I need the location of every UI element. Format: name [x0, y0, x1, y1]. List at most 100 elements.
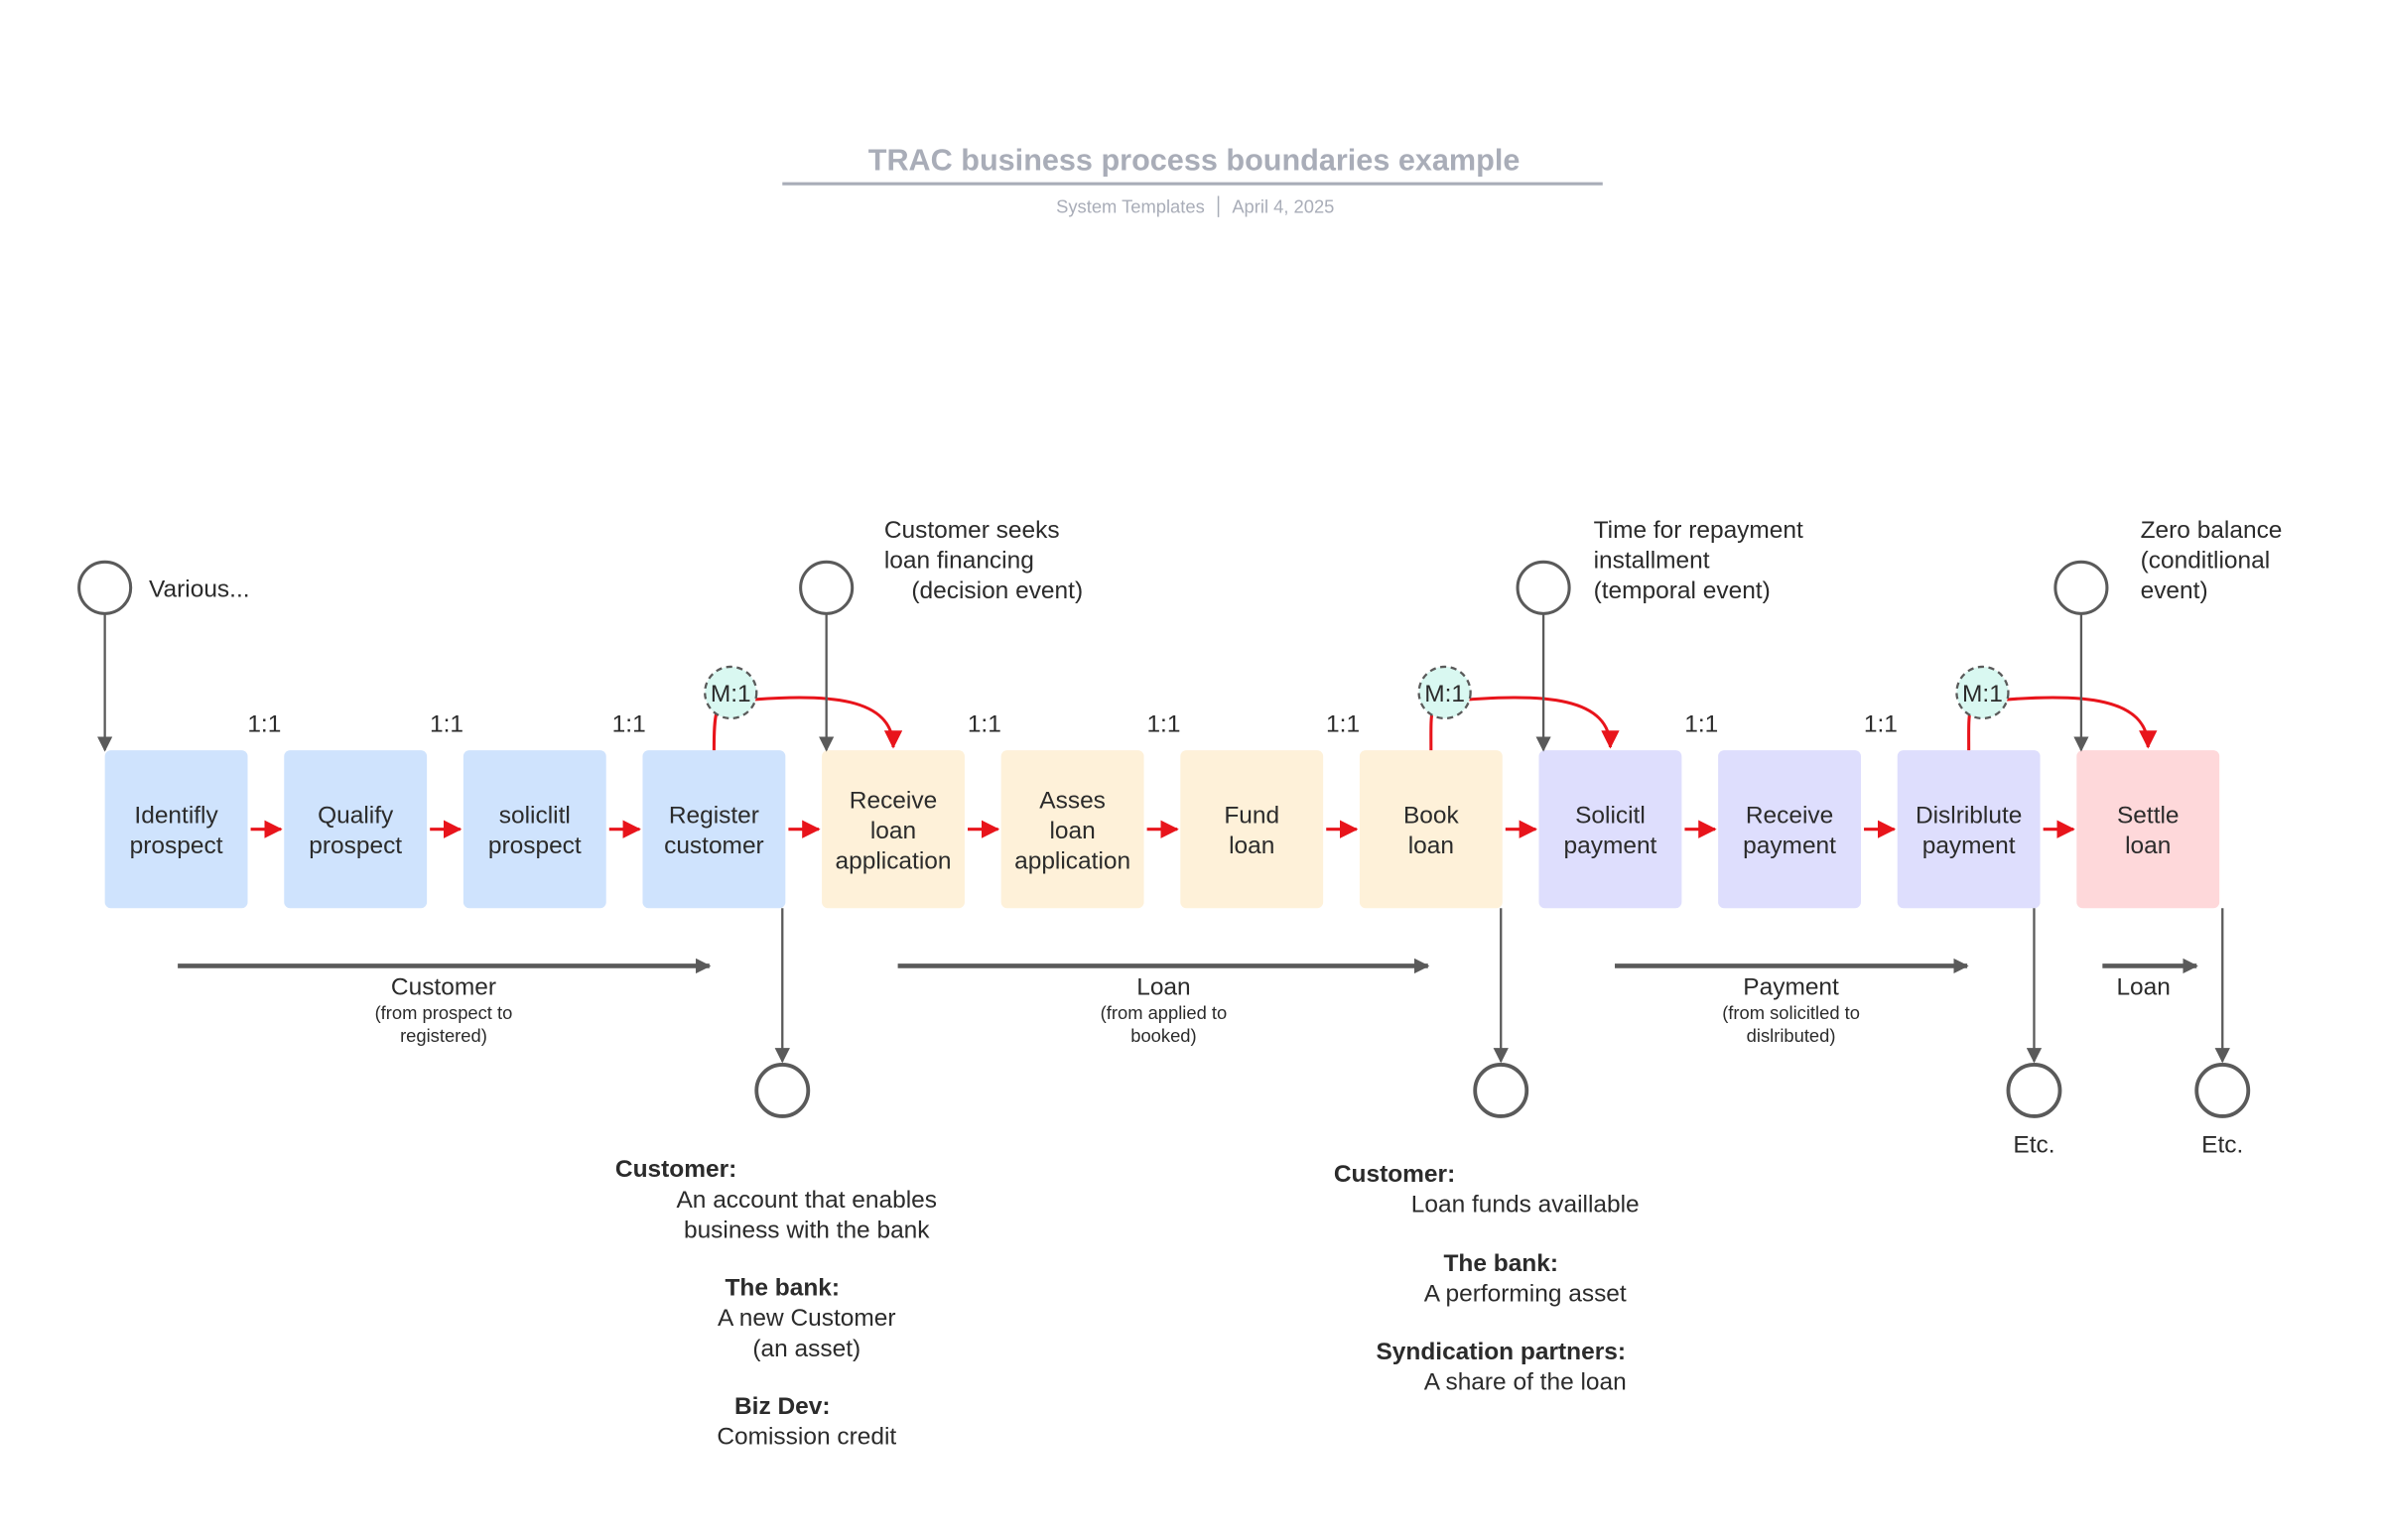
step-box	[1000, 750, 1144, 909]
boundary-sublabel: (from applied to	[1101, 1002, 1228, 1023]
process-step: Dislriblute payment	[1897, 750, 2041, 909]
step-box	[1897, 750, 2041, 909]
end-event-circle	[1473, 1063, 1529, 1118]
outcome-text: (an asset)	[752, 1336, 860, 1362]
step-box	[284, 750, 428, 909]
outcome-heading: Biz Dev:	[734, 1393, 831, 1420]
trigger-events: Various... Customer seeks loan financing (d…	[77, 517, 2283, 752]
step-box	[642, 750, 786, 909]
process-step: Asses loan application	[1000, 750, 1144, 909]
boundary-label: Loan	[2116, 974, 2170, 1001]
event-label: (temporal event)	[1594, 578, 1771, 604]
step-label: application	[1014, 847, 1130, 874]
diagram-title: TRAC business process boundaries example	[868, 143, 1521, 177]
trigger-event: Customer seeks loan financing (decision ev…	[799, 517, 1083, 752]
process-step: Fund loan	[1180, 750, 1324, 909]
step-box	[822, 750, 965, 909]
etc-label: Etc.	[2201, 1132, 2243, 1159]
step-box	[2076, 750, 2220, 909]
step-label: customer	[664, 833, 764, 859]
subtitle-date: April 4, 2025	[1232, 195, 1334, 216]
outcome-text: A new Customer	[718, 1305, 896, 1332]
m1-connectors: M:1 M:1 M:1	[704, 665, 2158, 751]
boundary-label: Loan	[1136, 974, 1190, 1001]
outcome-text: Loan funds availlable	[1411, 1191, 1640, 1218]
boundary-label: Customer	[391, 974, 496, 1001]
etc-label: Etc.	[2013, 1132, 2054, 1159]
m1-badge	[1417, 665, 1472, 720]
boundary: Loan	[2102, 958, 2198, 1001]
process-step: soliclitl prospect	[463, 750, 606, 909]
event-label: event)	[2141, 578, 2208, 604]
step-box	[463, 750, 606, 909]
end-events: Etc. Etc.	[754, 908, 2251, 1159]
start-event-circle	[2053, 560, 2109, 615]
step-label: Fund	[1224, 803, 1279, 830]
process-step: Receive payment	[1718, 750, 1861, 909]
start-event-circle	[77, 560, 133, 615]
process-step: Register customer	[642, 750, 786, 909]
start-event-circle	[799, 560, 855, 615]
step-label: application	[836, 847, 952, 874]
step-label: prospect	[130, 833, 223, 859]
event-label: (decision event)	[911, 578, 1083, 604]
end-event-circle	[2194, 1063, 2251, 1118]
start-event-circle	[1516, 560, 1571, 615]
end-event-circle	[754, 1063, 811, 1118]
step-label: Solicitl	[1575, 803, 1646, 830]
outcome-heading: Customer:	[1334, 1161, 1455, 1188]
step-label: Receive	[1746, 803, 1833, 830]
step-label: Register	[669, 803, 759, 830]
ratio-label: 1:1	[247, 711, 281, 738]
ratio-label: 1:1	[612, 711, 646, 738]
step-label: Identifly	[134, 803, 218, 830]
boundary-sublabel: (from solicitled to	[1722, 1002, 1860, 1023]
event-label: Zero balance	[2141, 517, 2283, 544]
step-box	[1180, 750, 1324, 909]
m1-badge	[1955, 665, 2010, 720]
ratio-label: 1:1	[968, 711, 1001, 738]
event-label: loan financing	[884, 547, 1034, 574]
trigger-event: Time for repayment installment (temporal e…	[1516, 517, 1803, 752]
event-label: installment	[1594, 547, 1710, 574]
m1-label: M:1	[1424, 681, 1465, 707]
m1-badge	[704, 665, 758, 720]
event-label: Time for repayment	[1594, 517, 1803, 544]
m1-label: M:1	[711, 681, 751, 707]
boundary-sublabel: dislributed)	[1747, 1025, 1836, 1046]
process-step: Solicitl payment	[1538, 750, 1682, 909]
many-to-one-arrow	[1967, 696, 2158, 751]
ratio-label: 1:1	[1326, 711, 1360, 738]
trigger-event: Various...	[77, 560, 250, 752]
step-box	[1359, 750, 1503, 909]
process-step: Receive loan application	[822, 750, 965, 909]
step-label: payment	[1743, 833, 1836, 859]
process-step: Identifly prospect	[104, 750, 248, 909]
outcome-text: Comission credit	[717, 1424, 896, 1451]
step-label: Qualify	[318, 803, 394, 830]
step-label: Dislriblute	[1916, 803, 2022, 830]
step-box	[104, 750, 248, 909]
outcome-heading: The bank:	[1443, 1250, 1558, 1277]
outcome-heading: Customer:	[615, 1156, 736, 1183]
outcome-heading: The bank:	[725, 1275, 840, 1302]
step-label: loan	[870, 818, 916, 844]
m1-label: M:1	[1962, 681, 2003, 707]
boundary-sublabel: booked)	[1130, 1025, 1196, 1046]
process-steps: Identifly prospect Qualifyprospectsoliclit…	[104, 750, 2220, 909]
ratio-label: 1:1	[430, 711, 463, 738]
step-label: loan	[1049, 818, 1095, 844]
step-box	[1538, 750, 1682, 909]
process-step: Qualify prospect	[284, 750, 428, 909]
outcome-text: business with the bank	[684, 1217, 930, 1243]
many-to-one-arrow	[1429, 696, 1620, 751]
step-label: Asses	[1039, 787, 1106, 814]
boundary-sublabel: registered)	[400, 1025, 487, 1046]
outcomes: Customer: An account that enables business…	[615, 1156, 1640, 1450]
process-step: Book loan	[1359, 750, 1503, 909]
